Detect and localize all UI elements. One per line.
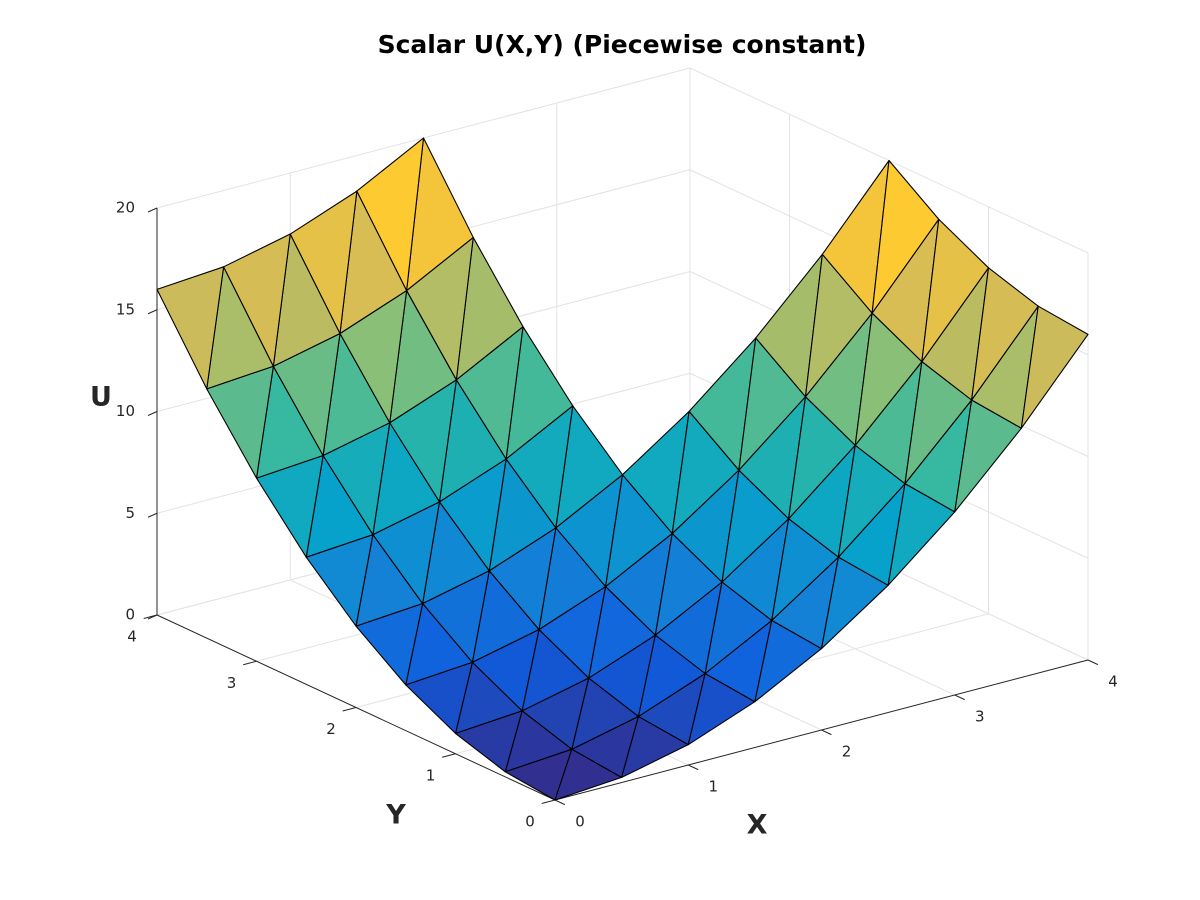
y-tick-label: 2	[326, 720, 336, 738]
surface-face	[971, 267, 1039, 401]
surface-face	[921, 218, 990, 363]
z-tick	[147, 512, 158, 518]
z-axis-label: U	[90, 382, 112, 413]
x-tick	[1087, 659, 1099, 666]
z-tick	[147, 614, 158, 620]
surface-face	[156, 266, 225, 390]
y-tick-label: 4	[127, 628, 137, 646]
y-tick	[342, 707, 357, 712]
x-tick-label: 4	[1108, 673, 1118, 691]
z-tick-label: 10	[116, 402, 135, 420]
surface-face	[223, 233, 291, 367]
z-tick-label: 15	[116, 300, 135, 318]
x-tick	[954, 694, 965, 701]
y-tick-label: 3	[227, 674, 237, 692]
surface-face	[356, 137, 425, 292]
surface-face	[289, 190, 358, 335]
x-tick	[688, 764, 699, 771]
y-tick-label: 1	[426, 766, 436, 784]
y-tick	[243, 660, 257, 666]
surface-face	[1020, 305, 1089, 429]
chart-title: Scalar U(X,Y) (Piecewise constant)	[378, 30, 867, 59]
x-tick	[821, 729, 832, 736]
surface-face	[871, 159, 940, 314]
z-tick	[147, 207, 158, 213]
y-tick	[442, 753, 456, 758]
z-tick	[147, 411, 158, 416]
x-tick	[554, 799, 566, 806]
x-axis-label: X	[747, 810, 768, 841]
x-tick-label: 2	[842, 743, 852, 761]
x-tick-label: 1	[708, 778, 718, 796]
z-tick-label: 5	[125, 504, 135, 522]
x-tick-label: 0	[575, 813, 585, 831]
z-tick-label: 0	[125, 606, 135, 624]
y-axis-label: Y	[385, 800, 406, 831]
y-tick-label: 0	[525, 813, 535, 831]
x-tick-label: 3	[975, 708, 985, 726]
z-tick-label: 20	[116, 199, 135, 217]
z-tick	[147, 309, 158, 315]
y-tick	[541, 799, 556, 804]
